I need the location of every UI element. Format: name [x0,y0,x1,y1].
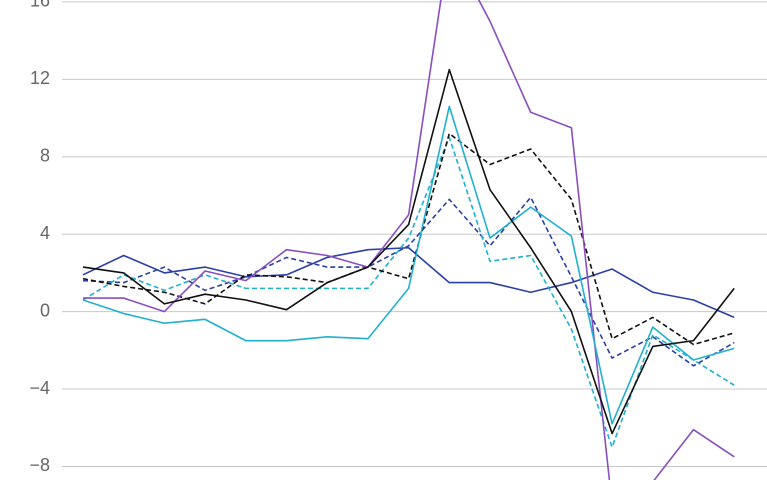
y-tick-label: 0 [40,300,50,320]
y-tick-label: 16 [30,0,50,11]
y-tick-label: −8 [29,455,50,475]
y-tick-label: 8 [40,146,50,166]
series-line [82,105,735,425]
series-line [82,196,735,367]
y-tick-label: 4 [40,223,50,243]
series-line [82,68,735,435]
y-tick-label: 12 [30,68,50,88]
series-line [82,246,735,319]
series-line [82,136,735,448]
y-tick-label: −4 [29,378,50,398]
series-line [83,0,735,485]
